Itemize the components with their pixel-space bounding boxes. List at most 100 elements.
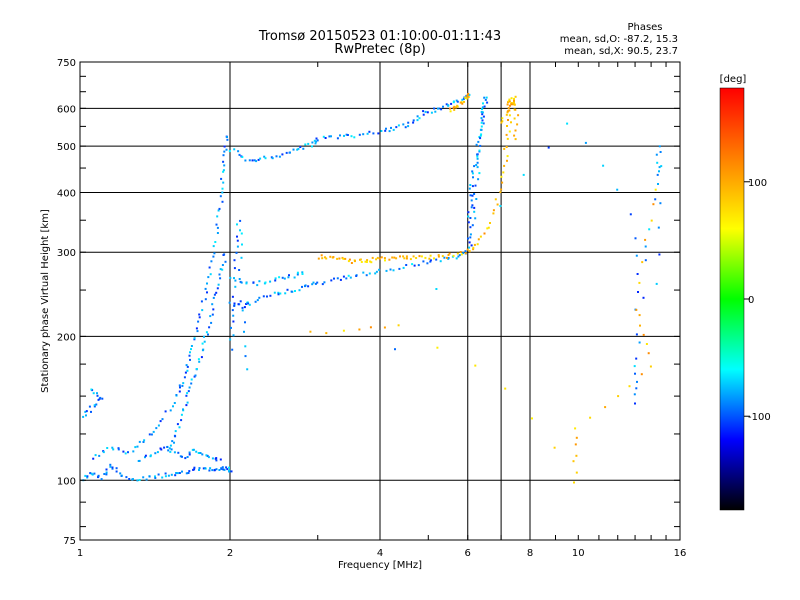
o-mode-echo-point	[447, 257, 450, 260]
x-mode-echo-point	[468, 250, 471, 253]
o-mode-echo-point	[154, 452, 157, 455]
o-mode-echo-point	[422, 110, 425, 113]
x-mode-echo-point	[507, 107, 510, 110]
o-mode-echo-point	[418, 117, 421, 120]
o-mode-echo-point	[358, 133, 361, 136]
o-mode-echo-point	[186, 456, 189, 458]
x-mode-echo-point	[503, 147, 506, 150]
x-mode-echo-point	[473, 243, 476, 246]
x-mode-echo-point	[403, 257, 406, 260]
o-mode-echo-point	[286, 288, 289, 291]
x-tick-label: 1	[77, 548, 83, 559]
o-mode-echo-point	[256, 284, 259, 287]
o-mode-echo-point	[188, 354, 191, 357]
o-mode-echo-point	[405, 264, 408, 266]
o-mode-echo-point	[182, 382, 185, 385]
x-tick-label: 6	[465, 548, 471, 559]
x-mode-echo-point	[652, 203, 655, 206]
o-mode-echo-point	[422, 260, 425, 263]
x-mode-echo-point	[500, 188, 503, 191]
o-mode-echo-point	[166, 446, 169, 448]
o-mode-echo-point	[94, 454, 97, 457]
x-mode-echo-point	[506, 155, 509, 158]
o-mode-echo-point	[311, 145, 313, 148]
x-mode-echo-point	[436, 346, 439, 349]
o-mode-echo-point	[442, 105, 444, 108]
o-mode-echo-point	[82, 415, 85, 418]
o-mode-echo-point	[232, 314, 235, 317]
o-mode-echo-point	[299, 146, 302, 148]
o-mode-echo-point	[221, 200, 224, 203]
o-mode-echo-point	[246, 368, 249, 371]
o-mode-echo-point	[164, 475, 167, 478]
o-mode-echo-point	[215, 457, 218, 460]
o-mode-echo-point	[443, 256, 446, 259]
o-mode-echo-point	[198, 313, 201, 316]
x-mode-echo-point	[365, 261, 368, 263]
o-mode-echo-point	[215, 468, 218, 471]
o-mode-echo-point	[186, 365, 189, 368]
o-mode-echo-point	[88, 405, 91, 408]
o-mode-echo-point	[111, 446, 114, 449]
x-mode-echo-point	[508, 98, 511, 101]
o-mode-echo-point	[233, 259, 236, 262]
o-mode-echo-point	[172, 405, 174, 408]
o-mode-echo-point	[173, 402, 176, 404]
o-mode-echo-point	[209, 467, 212, 470]
o-mode-echo-point	[316, 139, 319, 142]
x-mode-echo-point	[501, 120, 504, 123]
o-mode-echo-point	[197, 320, 200, 323]
o-mode-echo-point	[404, 126, 407, 129]
o-mode-echo-point	[478, 136, 481, 138]
o-mode-echo-point	[206, 291, 208, 294]
o-mode-echo-point	[211, 457, 214, 460]
o-mode-echo-point	[467, 211, 470, 214]
o-mode-echo-point	[478, 149, 481, 152]
o-mode-echo-point	[372, 132, 375, 135]
o-mode-echo-point	[189, 358, 191, 361]
o-mode-echo-point	[218, 273, 221, 276]
o-mode-echo-point	[208, 266, 211, 269]
o-mode-echo-point	[476, 161, 479, 164]
o-mode-echo-point	[206, 454, 209, 457]
phase-stats-heading: Phases	[627, 22, 662, 33]
x-mode-echo-point	[501, 181, 504, 184]
o-mode-echo-point	[200, 356, 203, 359]
o-mode-echo-point	[138, 440, 141, 443]
o-mode-echo-point	[248, 303, 251, 306]
x-mode-echo-point	[420, 255, 423, 258]
o-mode-echo-point	[658, 166, 661, 169]
x-mode-echo-point	[309, 330, 312, 333]
o-mode-echo-point	[173, 441, 175, 444]
o-mode-echo-point	[111, 467, 114, 470]
o-mode-echo-point	[145, 478, 148, 481]
o-mode-echo-point	[269, 280, 272, 283]
o-mode-echo-point	[148, 475, 151, 478]
x-mode-echo-point	[405, 255, 408, 258]
o-mode-echo-point	[97, 474, 100, 477]
x-tick-label: 2	[227, 548, 233, 559]
x-mode-echo-point	[370, 261, 373, 264]
o-mode-echo-point	[482, 122, 485, 125]
o-mode-echo-point	[199, 452, 202, 454]
o-mode-echo-point	[190, 345, 193, 347]
o-mode-echo-point	[236, 239, 239, 242]
colorbar	[719, 87, 745, 511]
o-mode-echo-point	[225, 148, 228, 151]
x-mode-echo-point	[500, 175, 503, 178]
x-mode-echo-point	[350, 262, 353, 264]
x-mode-echo-point	[324, 256, 326, 259]
o-mode-echo-point	[479, 144, 482, 147]
x-mode-echo-point	[446, 256, 448, 259]
o-mode-echo-point	[239, 219, 242, 222]
o-mode-echo-point	[365, 274, 368, 277]
o-mode-echo-point	[464, 250, 467, 253]
o-mode-echo-point	[203, 335, 205, 338]
x-mode-echo-point	[514, 138, 517, 141]
o-mode-echo-point	[222, 160, 225, 163]
x-mode-echo-point	[459, 101, 462, 104]
o-mode-echo-point	[339, 134, 341, 137]
o-mode-echo-point	[473, 193, 476, 195]
x-mode-echo-point	[508, 104, 511, 107]
x-mode-echo-point	[513, 97, 515, 100]
